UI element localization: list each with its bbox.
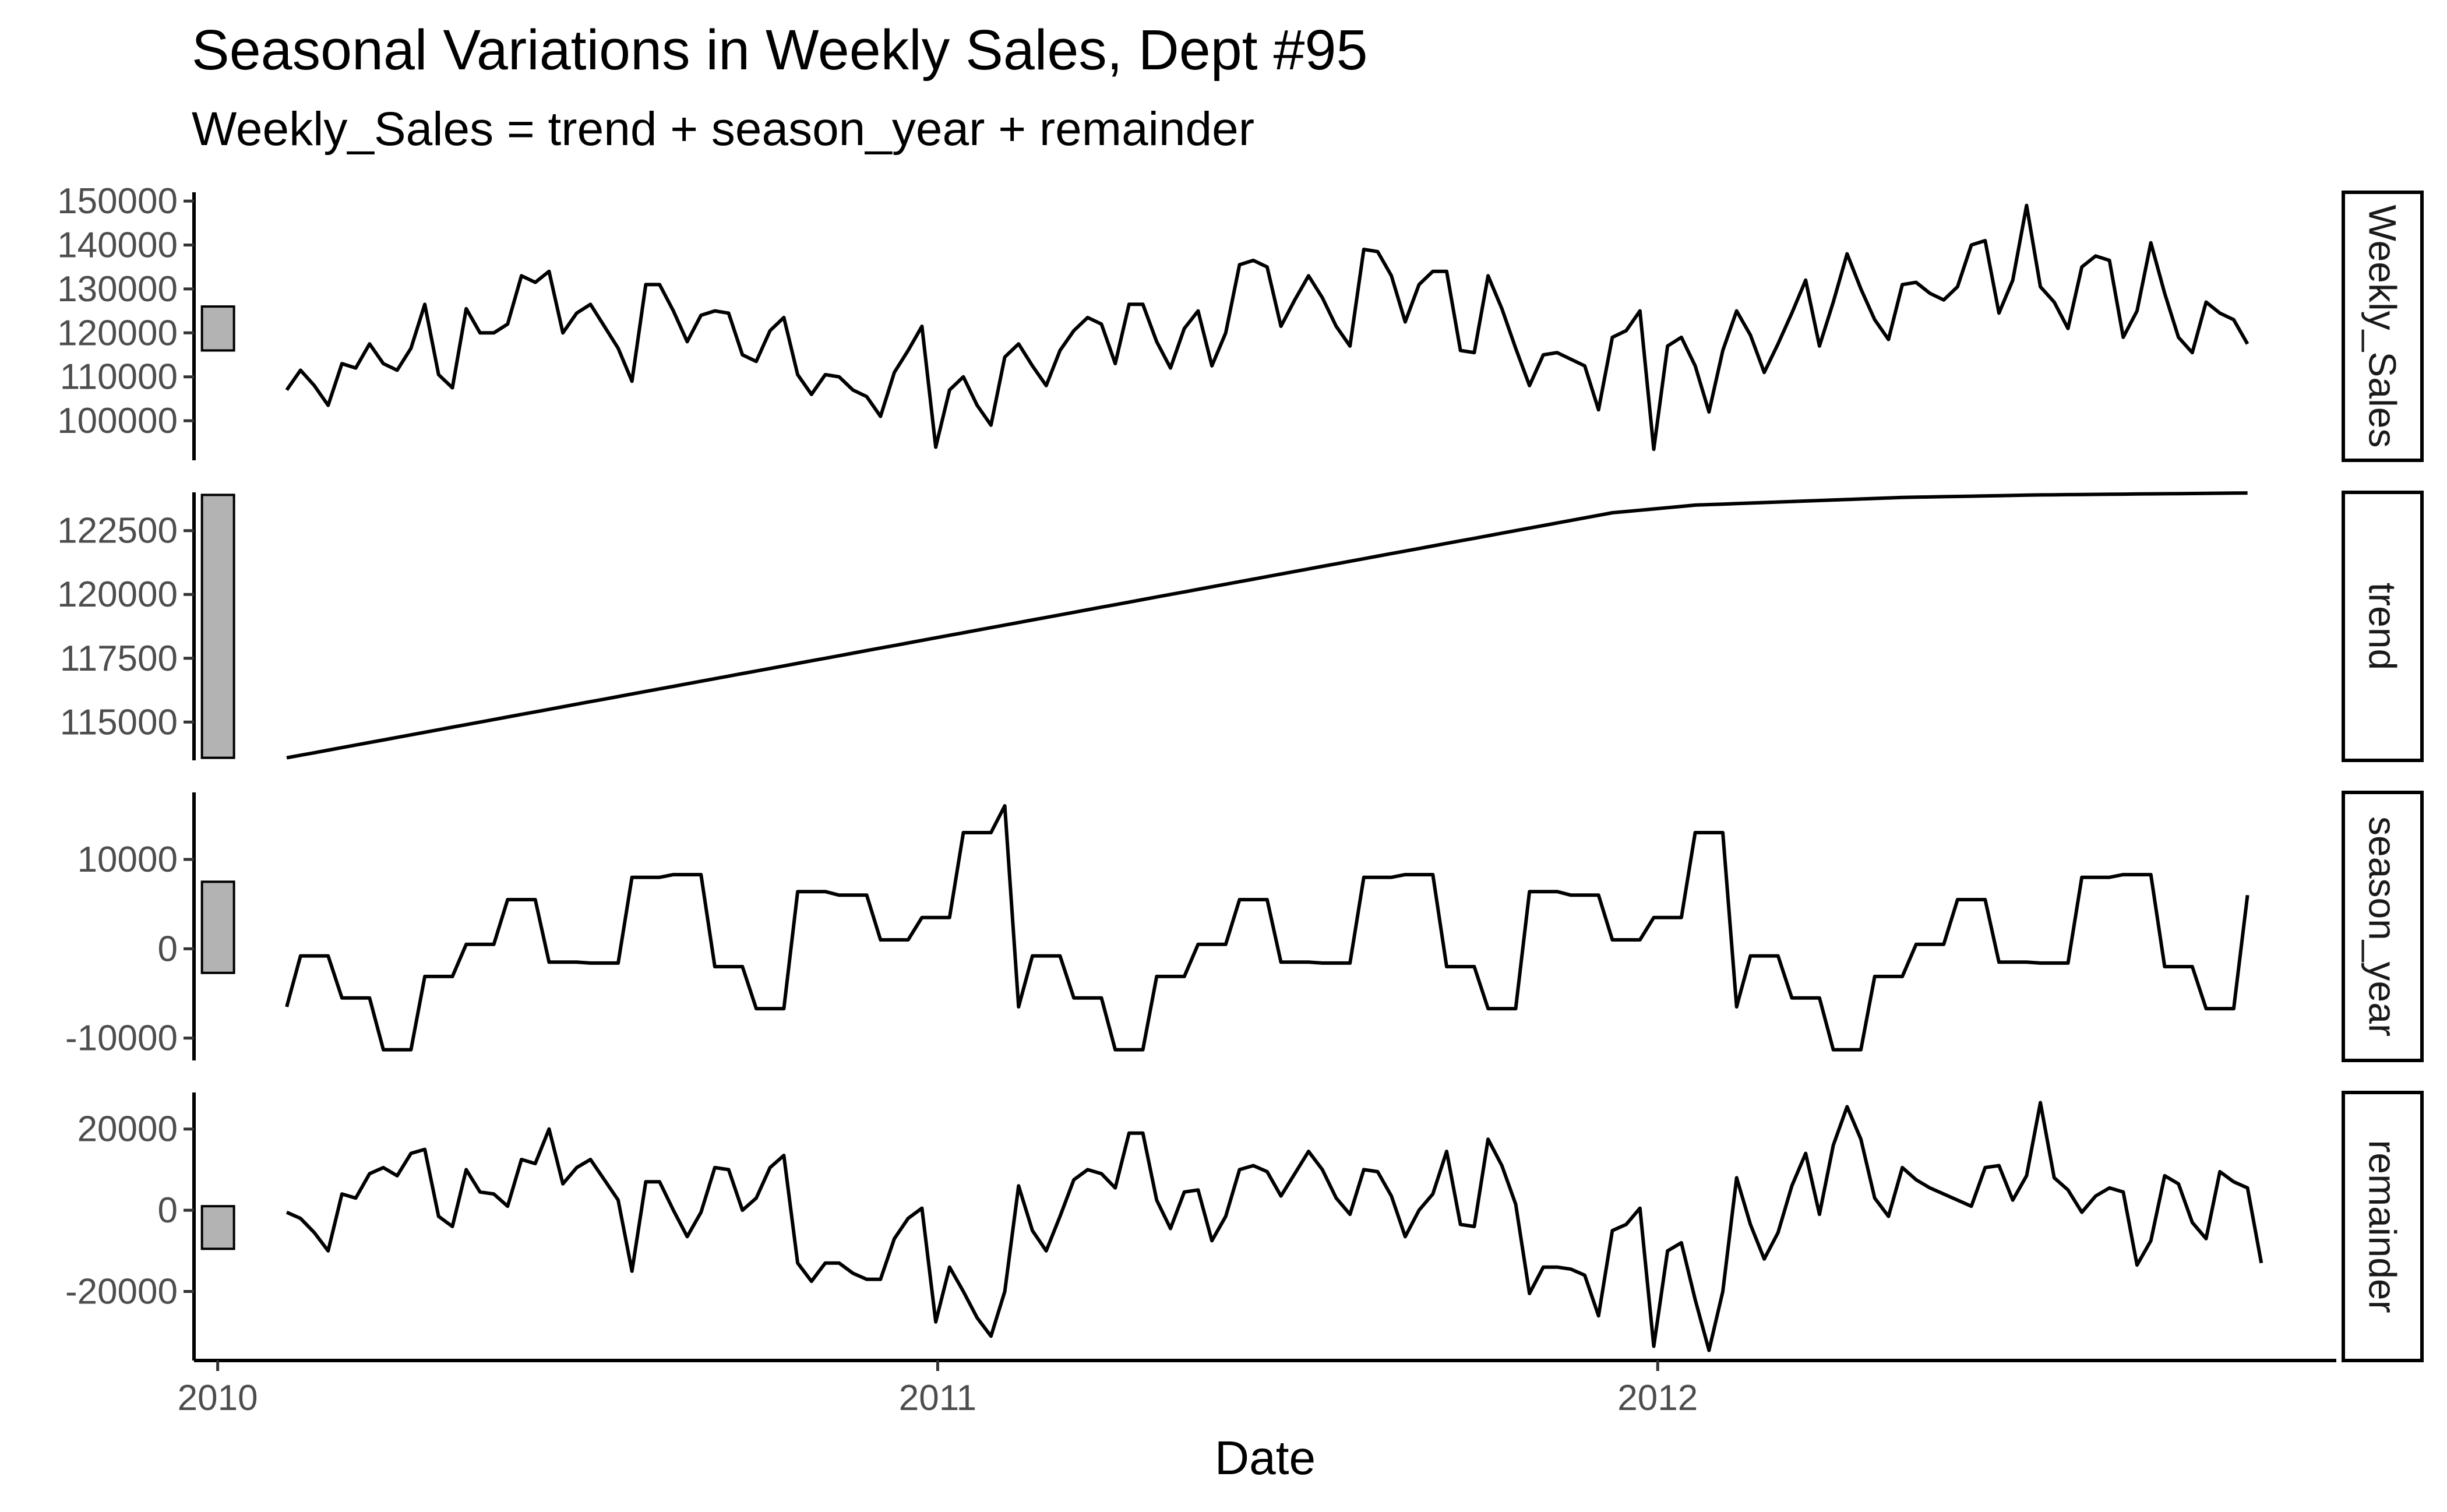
y-tick-label-season_year-2: 10000 <box>77 840 178 880</box>
facet-label-Weekly_Sales: Weekly_Sales <box>2361 205 2404 448</box>
range-bar-remainder <box>200 1205 235 1250</box>
y-tick-label-season_year-1: 0 <box>158 929 178 969</box>
facet-label-season_year: season_year <box>2361 816 2404 1037</box>
series-line-remainder <box>285 1101 2263 1352</box>
chart-title: Seasonal Variations in Weekly Sales, Dep… <box>192 18 1368 82</box>
series-line-trend <box>286 491 2248 760</box>
y-tick-label-Weekly_Sales-3: 130000 <box>57 269 178 309</box>
facet-strip-Weekly_Sales <box>2342 191 2424 462</box>
y-tick-label-Weekly_Sales-0: 100000 <box>57 401 178 441</box>
x-tick-label-2: 2012 <box>1617 1378 1698 1418</box>
y-tick-label-Weekly_Sales-2: 120000 <box>57 313 178 353</box>
y-tick-label-remainder-1: 0 <box>158 1190 178 1231</box>
range-bar-season_year <box>200 880 235 974</box>
x-axis-title: Date <box>1215 1432 1316 1485</box>
y-tick-label-trend-0: 115000 <box>60 702 178 742</box>
y-tick-label-Weekly_Sales-4: 140000 <box>57 225 178 265</box>
x-tick-label-0: 2010 <box>178 1378 258 1418</box>
y-tick-label-trend-1: 117500 <box>60 639 178 679</box>
facet-label-remainder: remainder <box>2361 1140 2404 1313</box>
y-tick-label-trend-2: 120000 <box>57 575 178 615</box>
facet-label-trend: trend <box>2361 583 2404 670</box>
y-tick-label-remainder-0: -20000 <box>65 1272 178 1312</box>
facet-strip-remainder <box>2342 1091 2424 1362</box>
series-line-Weekly_Sales <box>285 203 2249 452</box>
y-tick-label-trend-3: 122500 <box>57 511 178 551</box>
range-bar-Weekly_Sales <box>200 305 235 352</box>
chart-subtitle: Weekly_Sales = trend + season_year + rem… <box>192 103 1255 156</box>
y-tick-label-Weekly_Sales-1: 110000 <box>60 357 178 397</box>
y-tick-label-season_year-0: -10000 <box>65 1018 178 1059</box>
series-line-season_year <box>285 804 2249 1052</box>
facet-strip-season_year <box>2342 791 2424 1062</box>
y-tick-label-Weekly_Sales-5: 150000 <box>57 181 178 221</box>
x-tick-label-1: 2011 <box>899 1378 976 1418</box>
range-bar-trend <box>200 494 235 759</box>
facet-strip-trend <box>2342 491 2424 762</box>
y-tick-label-remainder-2: 20000 <box>77 1109 178 1150</box>
